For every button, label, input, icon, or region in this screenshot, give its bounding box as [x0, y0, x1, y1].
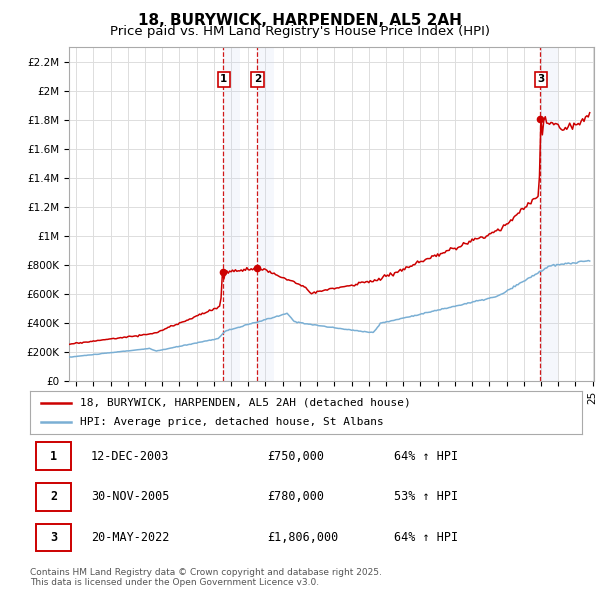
Bar [257, 47, 274, 381]
Bar [223, 47, 240, 381]
Text: 2: 2 [254, 74, 262, 84]
Text: 30-NOV-2005: 30-NOV-2005 [91, 490, 169, 503]
Text: 3: 3 [50, 531, 57, 544]
Text: 53% ↑ HPI: 53% ↑ HPI [394, 490, 458, 503]
Text: Contains HM Land Registry data © Crown copyright and database right 2025.
This d: Contains HM Land Registry data © Crown c… [30, 568, 382, 587]
FancyBboxPatch shape [35, 523, 71, 552]
Text: 12-DEC-2003: 12-DEC-2003 [91, 450, 169, 463]
Text: 18, BURYWICK, HARPENDEN, AL5 2AH (detached house): 18, BURYWICK, HARPENDEN, AL5 2AH (detach… [80, 398, 410, 408]
Text: HPI: Average price, detached house, St Albans: HPI: Average price, detached house, St A… [80, 417, 383, 427]
FancyBboxPatch shape [35, 442, 71, 470]
Text: 1: 1 [220, 74, 227, 84]
Text: £1,806,000: £1,806,000 [268, 531, 338, 544]
Text: £780,000: £780,000 [268, 490, 325, 503]
Text: 64% ↑ HPI: 64% ↑ HPI [394, 450, 458, 463]
Bar [541, 47, 557, 381]
Text: 1: 1 [50, 450, 57, 463]
Text: 20-MAY-2022: 20-MAY-2022 [91, 531, 169, 544]
Text: £750,000: £750,000 [268, 450, 325, 463]
Text: 18, BURYWICK, HARPENDEN, AL5 2AH: 18, BURYWICK, HARPENDEN, AL5 2AH [138, 13, 462, 28]
Text: Price paid vs. HM Land Registry's House Price Index (HPI): Price paid vs. HM Land Registry's House … [110, 25, 490, 38]
Text: 3: 3 [538, 74, 545, 84]
Text: 64% ↑ HPI: 64% ↑ HPI [394, 531, 458, 544]
FancyBboxPatch shape [35, 483, 71, 511]
Text: 2: 2 [50, 490, 57, 503]
